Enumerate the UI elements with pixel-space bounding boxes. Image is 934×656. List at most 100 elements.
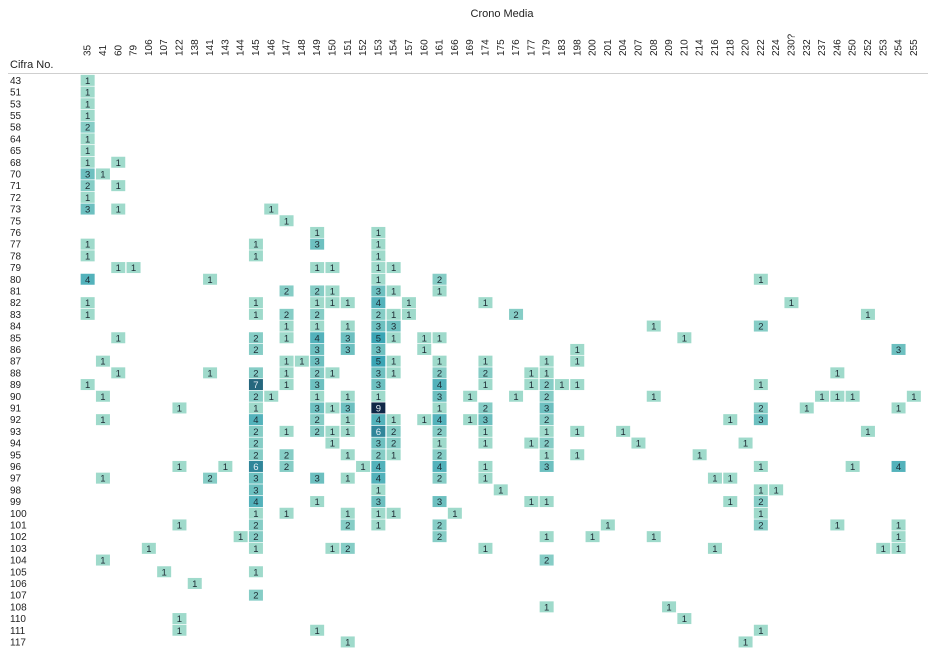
cell-value-label: 2 (253, 368, 258, 379)
cell-value-label: 1 (162, 567, 167, 578)
heatmap-cell (478, 355, 493, 367)
row-tick-label: 82 (10, 298, 22, 309)
heatmap-cell (371, 226, 386, 238)
column-tick-label: 60 (113, 44, 124, 56)
cell-value-label: 1 (483, 474, 488, 485)
heatmap-cell (111, 332, 126, 344)
heatmap-cell (539, 379, 554, 391)
cell-value-label: 2 (758, 403, 763, 414)
column-tick-label: 183 (557, 39, 568, 56)
heatmap-cell (371, 308, 386, 320)
cell-value-label: 1 (850, 392, 855, 403)
column-tick-label: 150 (327, 39, 338, 56)
heatmap-cell (325, 285, 340, 297)
column-tick-label: 169 (465, 39, 476, 56)
heatmap-cell (248, 414, 263, 426)
cell-value-label: 1 (529, 439, 534, 450)
column-tick-label: 246 (832, 39, 843, 56)
heatmap-cell (371, 367, 386, 379)
heatmap-cell (386, 437, 401, 449)
heatmap-cell (478, 437, 493, 449)
row-tick-label: 76 (10, 228, 22, 239)
heatmap-cell (248, 519, 263, 531)
heatmap-cell (386, 507, 401, 519)
cell-value-label: 1 (743, 637, 748, 648)
heatmap-cell (631, 437, 646, 449)
heatmap-cell (80, 273, 95, 285)
heatmap-cell (248, 542, 263, 554)
cell-value-label: 1 (391, 509, 396, 520)
row-tick-label: 81 (10, 286, 22, 297)
row-tick-label: 108 (10, 602, 27, 613)
row-tick-label: 88 (10, 368, 22, 379)
row-tick-label: 107 (10, 591, 27, 602)
cell-value-label: 1 (437, 403, 442, 414)
cell-value-label: 3 (315, 240, 320, 251)
column-tick-label: 143 (220, 39, 231, 56)
cell-value-label: 4 (85, 275, 90, 286)
cell-value-label: 1 (315, 322, 320, 333)
cell-value-label: 1 (330, 439, 335, 450)
heatmap-cell (753, 507, 768, 519)
cell-value-label: 1 (284, 380, 289, 391)
heatmap-cell (478, 460, 493, 472)
cell-value-label: 4 (376, 474, 381, 485)
column-tick-label: 148 (297, 39, 308, 56)
cell-value-label: 1 (330, 403, 335, 414)
cell-value-label: 2 (513, 310, 518, 321)
heatmap-cell (463, 414, 478, 426)
row-tick-label: 72 (10, 193, 22, 204)
cell-value-label: 1 (483, 298, 488, 309)
heatmap-cell (371, 238, 386, 250)
cell-value-label: 1 (468, 392, 473, 403)
heatmap-cell (111, 367, 126, 379)
cell-value-label: 1 (651, 392, 656, 403)
heatmap-cell (80, 121, 95, 133)
heatmap-cell (371, 496, 386, 508)
heatmap-cell (371, 320, 386, 332)
heatmap-cell (248, 507, 263, 519)
row-tick-label: 94 (10, 439, 22, 450)
cell-value-label: 3 (345, 403, 350, 414)
heatmap-cell (80, 133, 95, 145)
cell-value-label: 1 (315, 497, 320, 508)
row-tick-label: 99 (10, 497, 22, 508)
heatmap-cell (310, 379, 325, 391)
cell-value-label: 1 (345, 322, 350, 333)
heatmap-cell (111, 262, 126, 274)
heatmap-cell (830, 519, 845, 531)
cell-value-label: 1 (881, 544, 886, 555)
heatmap-cell (371, 250, 386, 262)
cell-value-label: 1 (835, 368, 840, 379)
column-tick-label: 157 (404, 39, 415, 56)
heatmap-cell (509, 308, 524, 320)
cell-value-label: 2 (437, 368, 442, 379)
cell-value-label: 3 (253, 485, 258, 496)
cell-value-label: 2 (85, 181, 90, 192)
cell-value-label: 1 (712, 544, 717, 555)
cell-value-label: 1 (513, 392, 518, 403)
heatmap-cell (646, 320, 661, 332)
heatmap-cell (80, 74, 95, 86)
heatmap-cell (646, 531, 661, 543)
cell-value-label: 1 (116, 368, 121, 379)
row-tick-label: 51 (10, 88, 22, 99)
cell-value-label: 1 (529, 380, 534, 391)
cell-value-label: 1 (728, 474, 733, 485)
heatmap-cell (80, 156, 95, 168)
heatmap-cell (386, 320, 401, 332)
heatmap-cell (248, 238, 263, 250)
column-tick-label: 200 (588, 39, 599, 56)
heatmap-cell (539, 414, 554, 426)
heatmap-cell (493, 484, 508, 496)
heatmap-cell (340, 636, 355, 648)
cell-value-label: 3 (376, 380, 381, 391)
heatmap-cell (646, 390, 661, 402)
row-tick-label: 64 (10, 134, 22, 145)
heatmap-cell (340, 472, 355, 484)
heatmap-cell (340, 449, 355, 461)
heatmap-cell (80, 250, 95, 262)
heatmap-cell (753, 379, 768, 391)
cell-value-label: 1 (376, 240, 381, 251)
